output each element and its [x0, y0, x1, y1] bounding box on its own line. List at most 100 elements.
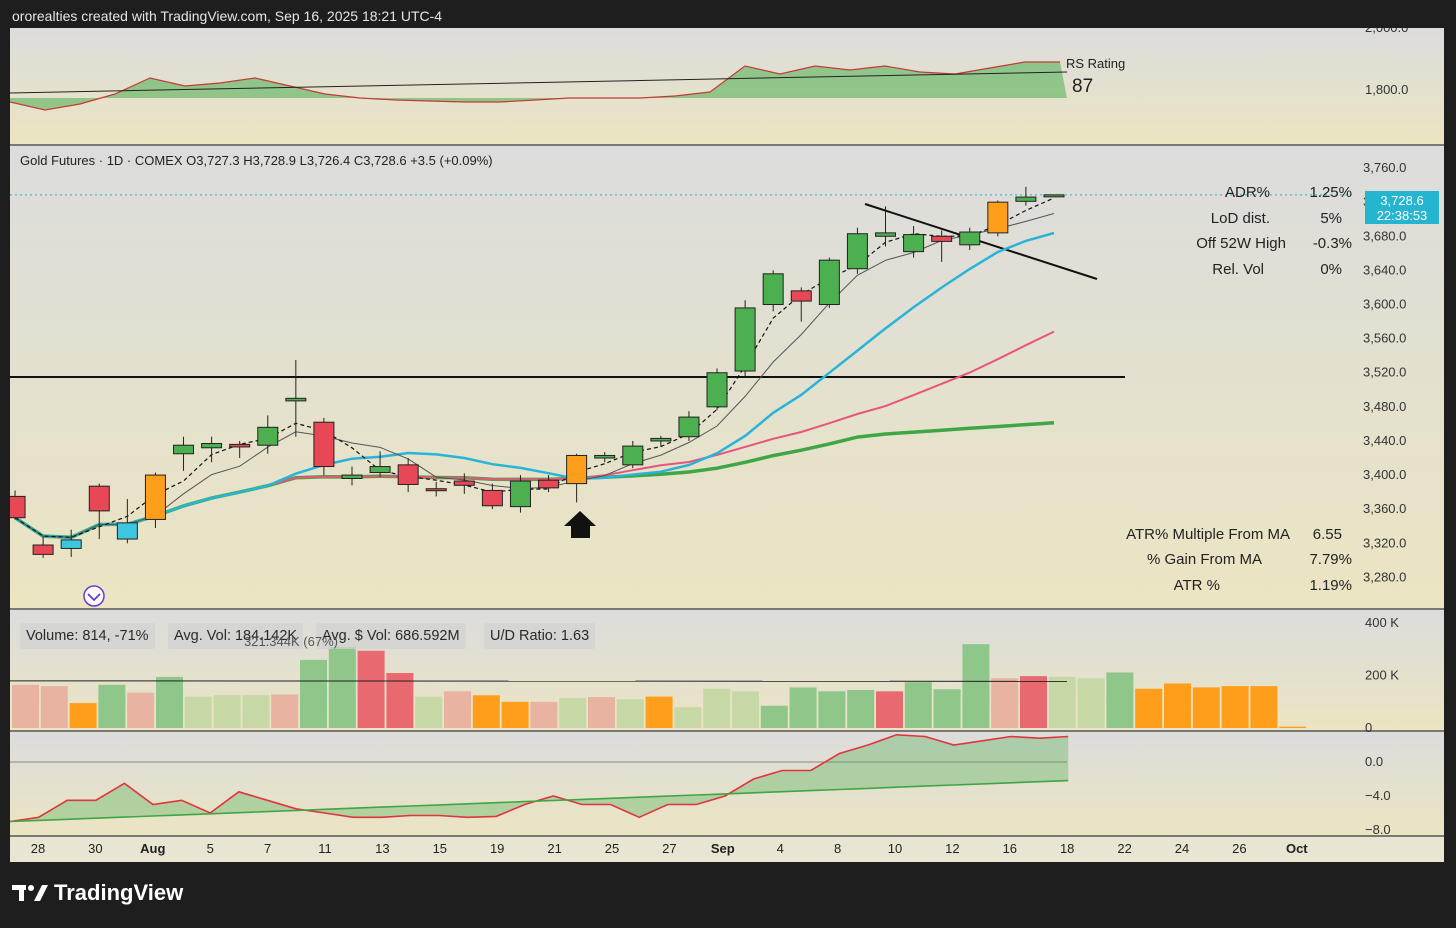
- event-chevron-icon: [87, 593, 101, 602]
- volume-bar: [40, 686, 68, 728]
- osc-axis-label: −4.0: [1365, 788, 1391, 803]
- candle-body: [116, 522, 138, 540]
- time-axis-label: 10: [888, 841, 902, 856]
- price-axis-label: 3,480.0: [1363, 399, 1406, 414]
- time-axis-label: 24: [1175, 841, 1189, 856]
- candle-body: [32, 544, 54, 555]
- volume-bar: [789, 687, 817, 728]
- volume-bar: [991, 678, 1019, 728]
- volume-overlay-text: 321.344K (67%): [244, 634, 338, 649]
- atr-pct-value: 1.19%: [1309, 577, 1352, 594]
- rs-line: [10, 61, 1060, 111]
- time-axis-label: 22: [1117, 841, 1131, 856]
- lod-dist-label: LoD dist.: [1210, 210, 1270, 227]
- volume-bar: [184, 696, 212, 728]
- off-52w-high-label: Off 52W High: [1196, 235, 1286, 252]
- candle-body: [903, 234, 925, 253]
- volume-bar: [703, 688, 731, 728]
- volume-bar: [760, 705, 788, 728]
- gain-from-ma-value: 7.79%: [1309, 551, 1352, 568]
- candle-body: [790, 290, 812, 302]
- osc-panel-background: [10, 732, 1444, 836]
- volume-axis-label: 200 K: [1365, 668, 1399, 683]
- trendline: [864, 203, 1098, 280]
- volume-bar: [98, 684, 126, 728]
- volume-bar: [386, 673, 414, 728]
- time-axis-label: 25: [605, 841, 619, 856]
- price-axis-label: 3,440.0: [1363, 433, 1406, 448]
- time-axis-label: 13: [375, 841, 389, 856]
- volume-bar: [904, 682, 932, 728]
- time-axis-label: 11: [318, 841, 332, 856]
- candle-body: [481, 489, 503, 507]
- volume-bar: [530, 701, 558, 728]
- rs-axis-label: 2,000.0: [1365, 28, 1408, 35]
- volume-bar: [328, 646, 356, 728]
- volume-bar: [847, 690, 875, 728]
- candle-body: [931, 235, 953, 242]
- volume-bar: [933, 689, 961, 728]
- candle-body: [144, 474, 166, 520]
- candle-body: [60, 539, 82, 549]
- symbol-legend[interactable]: Gold Futures · 1D · COMEX O3,727.3 H3,72…: [20, 153, 493, 168]
- candle-body: [285, 397, 307, 402]
- time-axis-label: 26: [1232, 841, 1246, 856]
- volume-bar: [559, 697, 587, 728]
- candle-body: [369, 466, 391, 474]
- candle-body: [453, 480, 475, 486]
- ma-10-line: [14, 231, 1055, 539]
- candle-body: [229, 443, 251, 448]
- chart-area[interactable]: 3,280.0 3,320.0 3,360.0 3,400.0 3,440.0 3,480…: [10, 28, 1444, 862]
- adr-label: ADR%: [1224, 184, 1270, 201]
- rs-area-fill: [10, 62, 1067, 110]
- time-axis-background: [10, 836, 1444, 862]
- candle-body: [173, 444, 195, 455]
- time-axis-label: 30: [88, 841, 102, 856]
- price-axis-label: 3,360.0: [1363, 501, 1406, 516]
- rs-ma-line: [10, 71, 1068, 94]
- volume-bar: [213, 695, 241, 728]
- osc-axis-label: 0.0: [1365, 754, 1383, 769]
- last-price: 3,728.6: [1380, 193, 1424, 208]
- adr-value: 1.25%: [1309, 184, 1352, 201]
- volume-bar: [876, 691, 903, 728]
- candle-body: [706, 372, 728, 408]
- avg-volume-box: Avg. Vol: 184.142K: [168, 623, 304, 649]
- off-52w-high-value: -0.3%: [1312, 235, 1352, 252]
- volume-bar: [1221, 686, 1249, 728]
- volume-bar: [1279, 726, 1307, 728]
- osc-area-fill: [10, 734, 1069, 822]
- brand-name: TradingView: [54, 880, 184, 905]
- osc-axis-label: −8.0: [1365, 822, 1391, 837]
- volume-bar: [962, 644, 990, 728]
- time-axis-label: 27: [662, 841, 676, 856]
- volume-bar: [242, 695, 270, 728]
- rs-axis-label: 1,800.0: [1365, 82, 1408, 97]
- atr-pct-label: ATR %: [1173, 577, 1220, 594]
- candle-body: [201, 443, 223, 449]
- volume-bar: [1164, 683, 1191, 728]
- time-axis-label: 12: [945, 841, 959, 856]
- atr-multiple-label: ATR% Multiple From MA: [1126, 526, 1290, 543]
- volume-bar: [1077, 678, 1105, 728]
- time-axis-label: 4: [777, 841, 784, 856]
- volume-axis-label: 400 K: [1365, 615, 1399, 630]
- time-axis-label: Sep: [711, 841, 735, 856]
- candle-body: [1015, 196, 1037, 202]
- volume-bar: [472, 695, 500, 728]
- candle-body: [959, 231, 981, 246]
- price-chart-svg[interactable]: 3,280.0 3,320.0 3,360.0 3,400.0 3,440.0 3,480…: [10, 28, 1444, 862]
- candle-body: [10, 495, 26, 519]
- candle-body: [257, 426, 279, 446]
- price-axis-label: 3,400.0: [1363, 467, 1406, 482]
- tradingview-logo-icon: [12, 885, 48, 901]
- volume-bar: [357, 650, 385, 728]
- time-axis-label: 15: [433, 841, 447, 856]
- tradingview-logo[interactable]: TradingView: [12, 880, 183, 906]
- gain-from-ma-label: % Gain From MA: [1146, 551, 1262, 568]
- time-axis-label: Aug: [140, 841, 165, 856]
- candle-body: [818, 259, 840, 306]
- candle-body: [987, 201, 1009, 234]
- pocket-pivot-arrow: [564, 511, 596, 538]
- candle-body: [650, 437, 672, 442]
